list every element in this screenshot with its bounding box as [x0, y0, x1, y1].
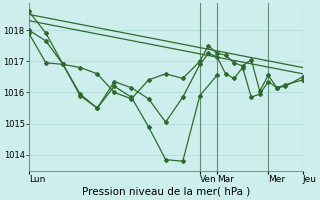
X-axis label: Pression niveau de la mer( hPa ): Pression niveau de la mer( hPa )	[82, 187, 250, 197]
